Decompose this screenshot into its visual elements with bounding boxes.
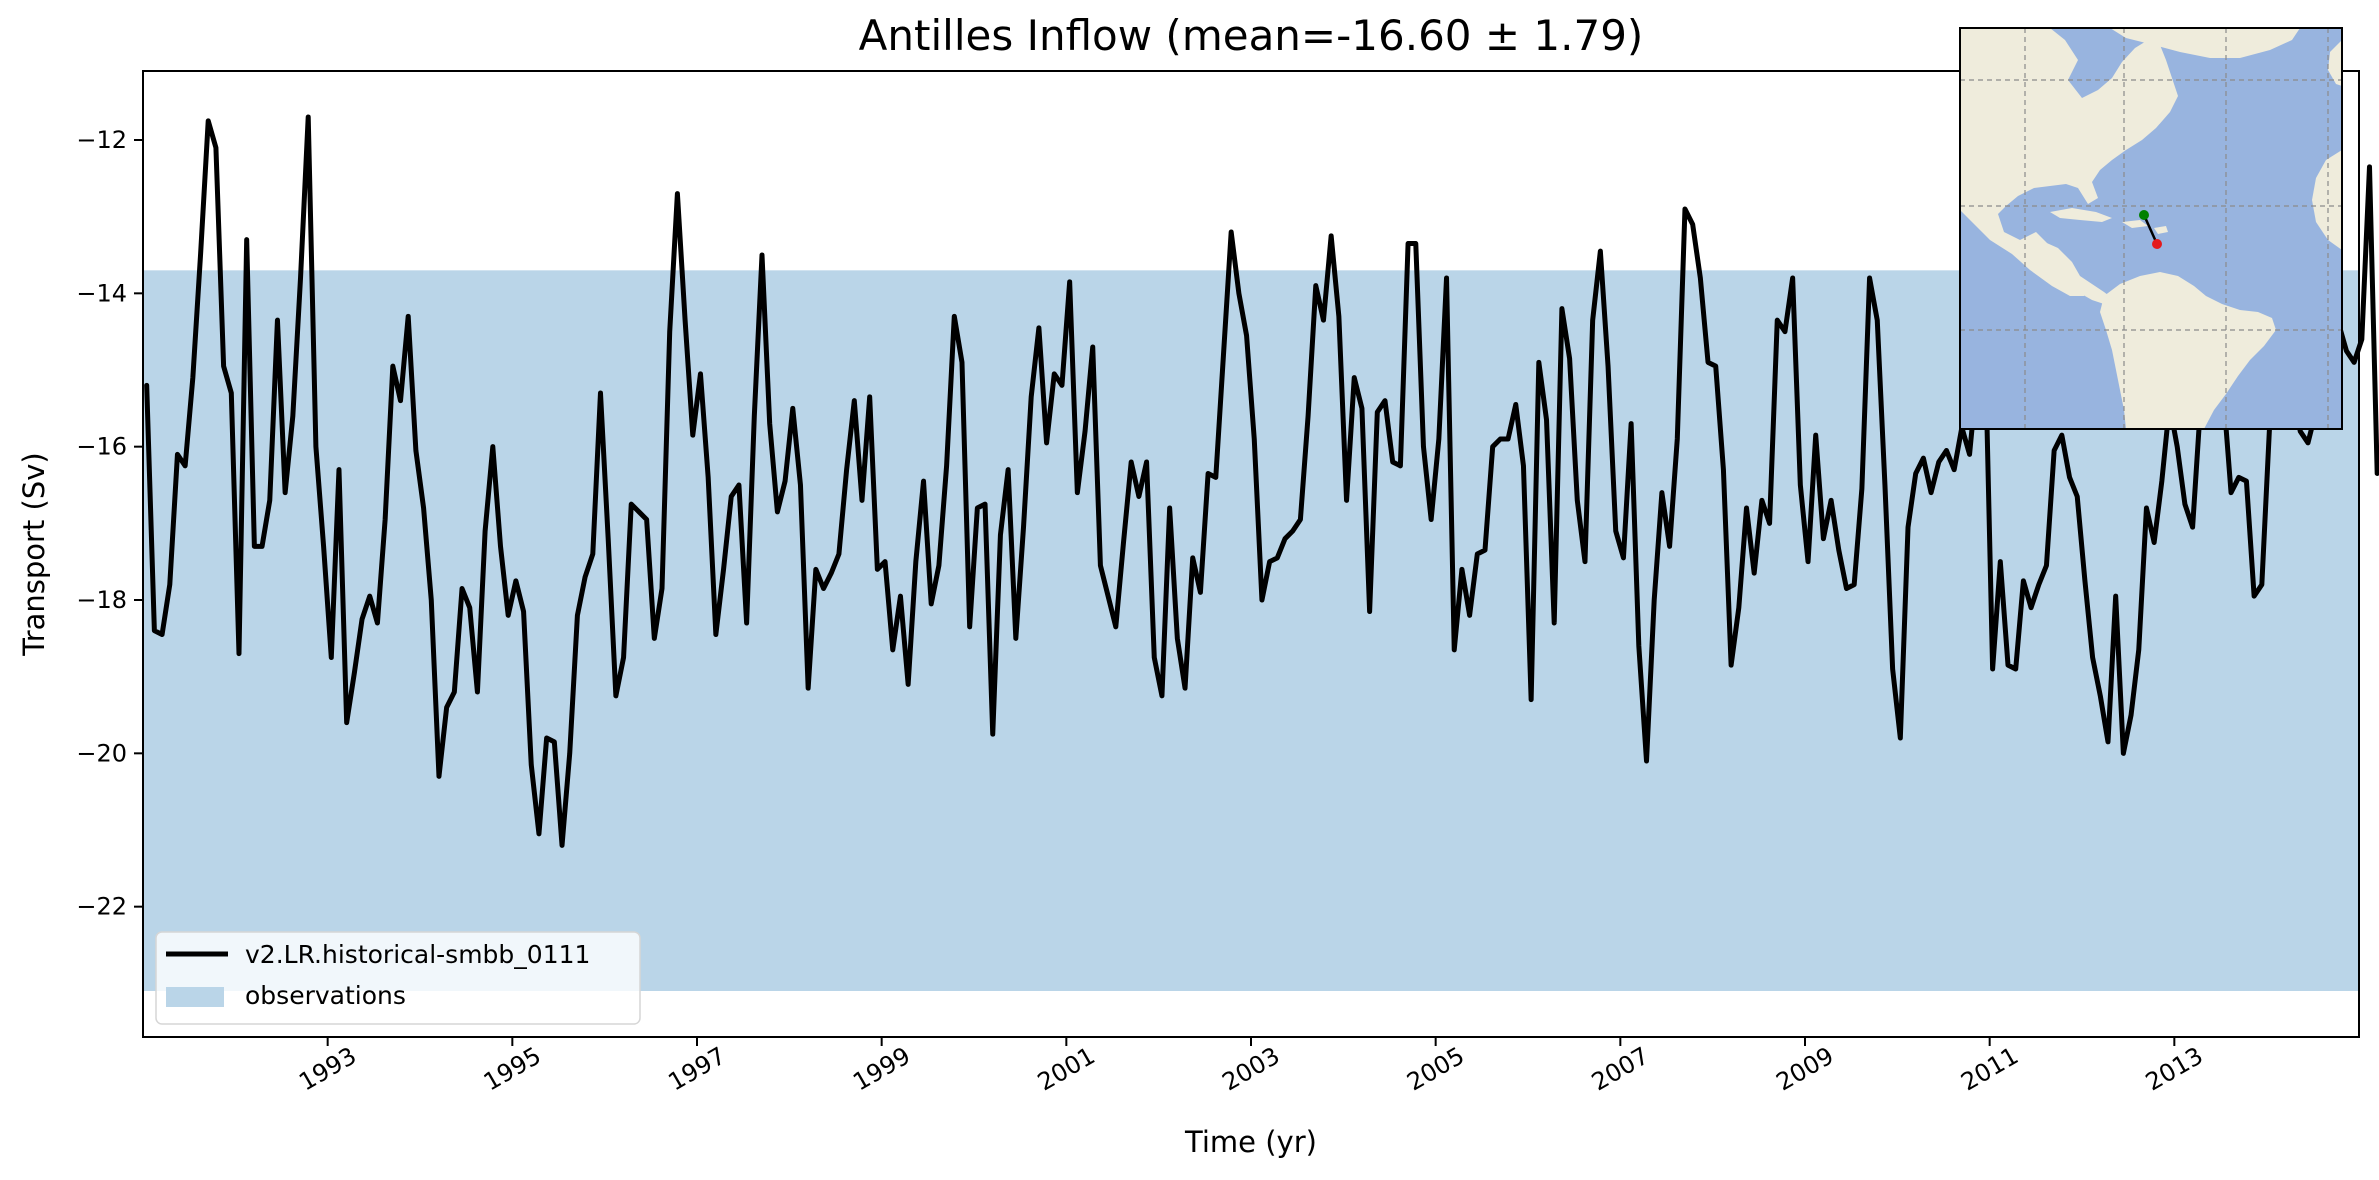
map-start-marker [2139,210,2149,220]
x-axis: 1993 1995 1997 1999 2001 2003 2005 2007 2009 2011… [294,1037,2208,1096]
series-line-layer [144,114,2379,848]
legend-box [155,931,641,1025]
y-tick-label: −18 [76,586,127,614]
x-axis-label: Time (yr) [1184,1125,1317,1159]
map-section-line [2142,214,2159,245]
map-end-marker [2152,239,2162,249]
x-tick-label: 2009 [1772,1042,1839,1097]
y-tick-label: −20 [76,739,127,767]
y-axis-label: Transport (Sv) [17,452,51,657]
legend: v2.LR.historical-smbb_0111 observations [155,931,641,1025]
x-tick-label: 1999 [848,1042,915,1097]
series-line-0 [144,114,2379,848]
legend-entry-observations: observations [245,981,406,1010]
x-tick-label: 2007 [1587,1042,1654,1097]
map-land-central-america [2040,240,2112,304]
x-tick-label: 1997 [664,1042,731,1097]
y-tick-label: −16 [76,433,127,461]
map-land-caribbean [2050,208,2168,234]
y-axis: −22 −20 −18 −16 −14 −12 [76,126,143,921]
map-land-europe [2328,40,2342,86]
map-land-greenland [2110,28,2300,58]
legend-entry-series: v2.LR.historical-smbb_0111 [245,940,590,969]
map-gridlines [1960,28,2342,429]
map-land-africa [2312,150,2342,250]
inset-map-frame [1959,27,2343,430]
x-tick-label: 2011 [1956,1042,2023,1097]
legend-band-swatch [166,987,224,1007]
x-tick-label: 2013 [2141,1042,2208,1097]
x-tick-label: 2005 [1402,1042,1469,1097]
map-land-south-america [2100,272,2276,429]
x-tick-label: 1995 [479,1042,546,1097]
chart-title: Antilles Inflow (mean=-16.60 ± 1.79) [859,11,1644,60]
y-tick-label: −12 [76,126,127,154]
inset-map [1959,27,2343,430]
y-tick-label: −22 [76,893,127,921]
x-tick-label: 1993 [294,1042,361,1097]
x-tick-label: 2003 [1218,1042,1285,1097]
x-tick-label: 2001 [1033,1042,1100,1097]
y-tick-label: −14 [76,279,127,307]
